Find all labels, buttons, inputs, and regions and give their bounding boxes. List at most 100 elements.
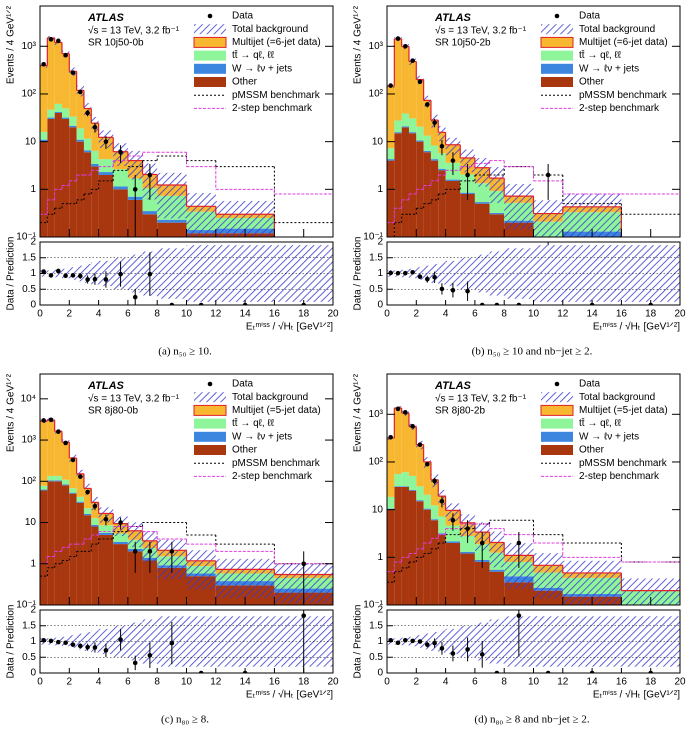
uncertainty-band xyxy=(215,558,275,599)
stack-bar xyxy=(401,113,409,127)
stack-bar xyxy=(394,486,402,605)
stack-bar xyxy=(69,127,77,237)
x-tick-label: 20 xyxy=(674,309,686,320)
stack-bar xyxy=(76,141,84,237)
stack-bar xyxy=(61,108,70,118)
data-point xyxy=(410,423,415,429)
ratio-point xyxy=(147,653,153,658)
y-tick-label: 10³ xyxy=(369,41,384,52)
ratio-point xyxy=(103,277,109,282)
ratio-point xyxy=(465,647,470,652)
stack-bar xyxy=(438,168,446,171)
ratio-band xyxy=(423,265,431,282)
legend-label: 2-step benchmark xyxy=(579,103,660,114)
ratio-point xyxy=(424,276,430,282)
stack-bar xyxy=(54,103,62,112)
ratio-axis-title: Data / Prediction xyxy=(6,237,17,311)
atlas-label: ATLAS xyxy=(434,12,472,24)
ratio-point xyxy=(118,637,123,642)
x-tick-label: 18 xyxy=(298,677,310,688)
data-point xyxy=(450,517,456,523)
energy-label: √s = 13 TeV, 3.2 fb⁻¹ xyxy=(435,25,527,37)
stack-bar xyxy=(489,569,505,572)
legend-label: Other xyxy=(232,445,258,456)
stack-bar xyxy=(423,461,431,495)
stack-bar xyxy=(423,150,431,153)
data-point xyxy=(63,440,68,446)
stack-bar xyxy=(401,413,409,473)
uncertainty-band xyxy=(186,550,216,590)
ratio-point xyxy=(56,639,61,645)
ratio-point xyxy=(70,273,76,278)
x-tick-label: 16 xyxy=(616,677,628,688)
stack-bar xyxy=(394,486,402,487)
legend-label: Data xyxy=(232,11,254,22)
ratio-point xyxy=(132,660,138,666)
ratio-y-tick-label: 0.5 xyxy=(369,284,383,295)
x-axis-title: Eₜᵐⁱˢˢ / √Hₜ [GeV¹ᐟ²] xyxy=(593,689,680,701)
uncertainty-band xyxy=(127,522,143,548)
main-plot xyxy=(40,417,333,605)
data-point xyxy=(63,52,68,58)
stack-bar xyxy=(54,42,62,104)
stack-bar xyxy=(387,148,395,160)
ratio-point xyxy=(465,288,470,294)
stack-bar xyxy=(387,496,395,509)
data-point xyxy=(439,143,445,149)
stack-bar xyxy=(47,475,55,481)
x-tick-label: 18 xyxy=(645,309,657,320)
legend-swatch xyxy=(194,445,226,455)
legend-label: Multijet (=5-jet data) xyxy=(579,405,668,416)
ratio-point xyxy=(516,302,522,305)
x-tick-label: 8 xyxy=(154,309,160,320)
x-tick-label: 8 xyxy=(154,677,160,688)
stack-bar xyxy=(489,571,505,605)
legend-swatch xyxy=(541,418,573,429)
ratio-point xyxy=(92,645,98,650)
region-label: SR 10j50-0b xyxy=(88,38,144,49)
data-point xyxy=(403,410,408,415)
ratio-point xyxy=(85,644,90,650)
legend-total-swatch xyxy=(541,392,573,403)
ratio-y-tick-label: 0.5 xyxy=(369,652,383,663)
atlas-label: ATLAS xyxy=(87,380,125,392)
x-tick-label: 20 xyxy=(327,309,339,320)
stack-bar xyxy=(430,159,439,161)
ratio-axis-title: Data / Prediction xyxy=(353,237,364,311)
stack-bar xyxy=(69,488,77,493)
ratio-point xyxy=(403,637,408,643)
ratio-point xyxy=(545,670,551,673)
ratio-band xyxy=(98,628,114,655)
stack-bar xyxy=(61,442,70,480)
stack-bar xyxy=(142,211,158,215)
data-point xyxy=(388,83,393,88)
legend-swatch xyxy=(194,431,226,442)
y-tick-label: 1 xyxy=(30,558,36,569)
legend-label: 2-step benchmark xyxy=(579,471,660,482)
stack-bar xyxy=(408,426,417,476)
legend-swatch xyxy=(193,404,227,416)
x-tick-label: 8 xyxy=(501,309,507,320)
ratio-point xyxy=(169,640,175,646)
x-tick-label: 10 xyxy=(181,677,193,688)
data-point xyxy=(118,149,123,155)
data-point xyxy=(41,418,46,423)
ratio-point xyxy=(516,613,522,618)
legend-swatch xyxy=(541,77,573,87)
stack-bar xyxy=(489,212,505,215)
data-point xyxy=(132,187,138,192)
data-point xyxy=(48,417,54,423)
y-tick-label: 10 xyxy=(25,136,37,147)
ratio-y-tick-label: 1.5 xyxy=(22,620,36,631)
data-point xyxy=(77,89,83,95)
legend-swatch xyxy=(194,50,226,61)
stack-bar xyxy=(40,65,48,132)
ratio-band xyxy=(438,630,446,653)
legend-swatch xyxy=(541,63,573,74)
stack-bar xyxy=(91,123,99,151)
ratio-y-tick-label: 2 xyxy=(30,605,36,616)
stack-bar xyxy=(91,502,99,519)
ratio-y-tick-label: 1 xyxy=(377,268,383,279)
y-tick-label: 10² xyxy=(22,476,37,487)
stack-bar xyxy=(438,533,446,535)
